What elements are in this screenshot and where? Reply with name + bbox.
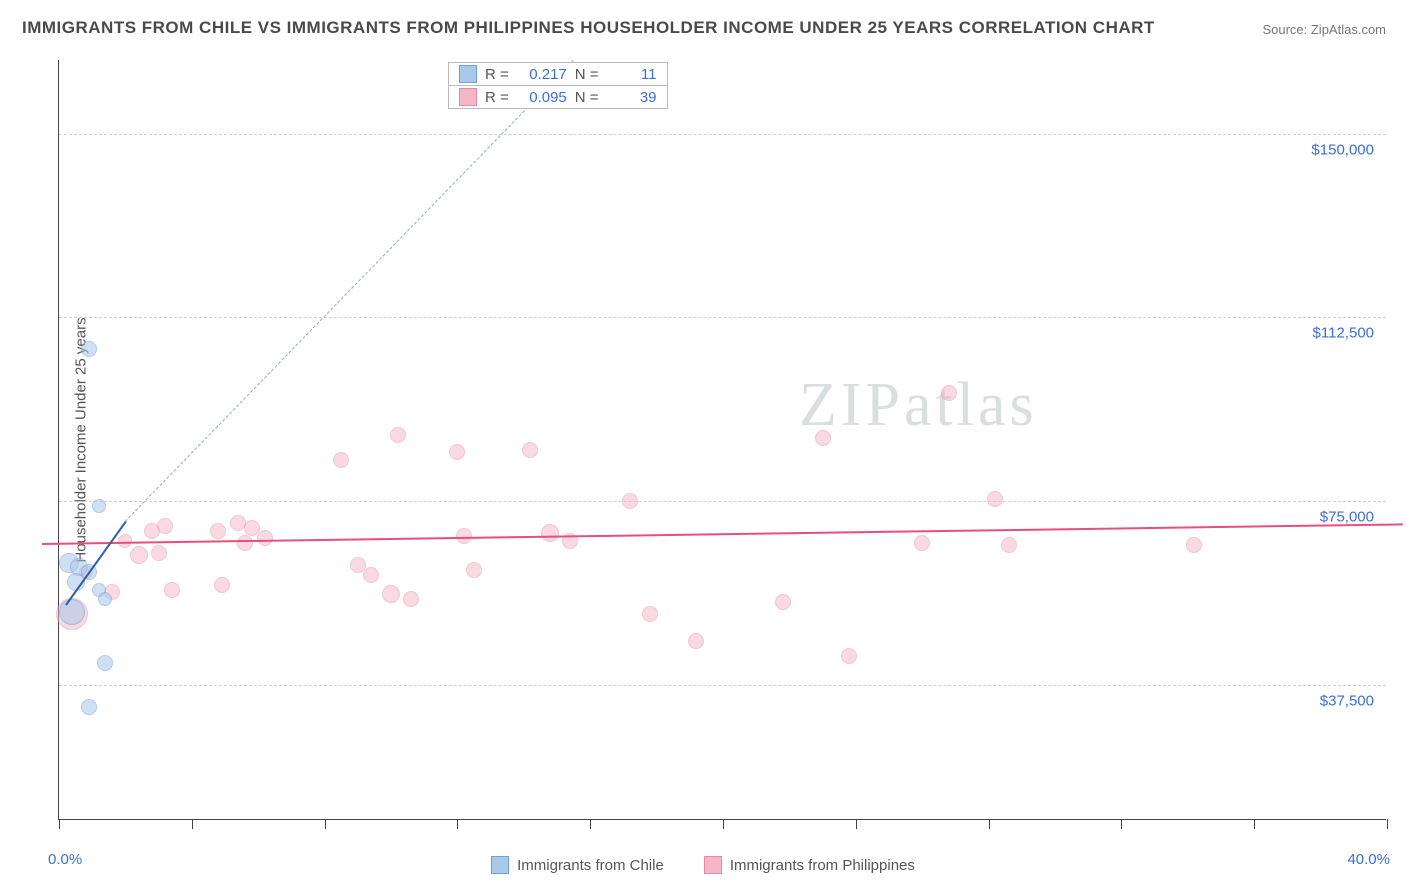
scatter-point	[466, 562, 482, 578]
stat-row: R = 0.217 N = 11	[449, 63, 667, 85]
stat-n-label: N =	[575, 66, 599, 83]
x-tick	[590, 819, 591, 829]
stats-box: R = 0.217 N = 11 R = 0.095 N = 39	[448, 62, 668, 109]
scatter-point	[403, 591, 419, 607]
scatter-point	[59, 599, 85, 625]
x-tick	[325, 819, 326, 829]
stat-n-value: 11	[607, 66, 657, 83]
stat-row: R = 0.095 N = 39	[449, 85, 667, 108]
scatter-point	[151, 545, 167, 561]
scatter-point	[622, 493, 638, 509]
legend-swatch	[491, 856, 509, 874]
scatter-point	[941, 385, 957, 401]
x-tick	[1254, 819, 1255, 829]
scatter-point	[81, 341, 97, 357]
trend-line-extrapolated	[125, 60, 574, 522]
scatter-point	[382, 585, 400, 603]
stat-r-label: R =	[485, 89, 509, 106]
plot-area: Householder Income Under 25 years ZIPatl…	[58, 60, 1386, 820]
bottom-legend: Immigrants from Chile Immigrants from Phi…	[0, 856, 1406, 874]
stat-r-value: 0.217	[517, 66, 567, 83]
scatter-point	[456, 528, 472, 544]
scatter-point	[688, 633, 704, 649]
scatter-point	[390, 427, 406, 443]
scatter-point	[1186, 537, 1202, 553]
scatter-point	[1001, 537, 1017, 553]
scatter-point	[449, 444, 465, 460]
scatter-point	[97, 655, 113, 671]
legend-item: Immigrants from Philippines	[704, 856, 915, 874]
x-tick	[59, 819, 60, 829]
scatter-point	[257, 530, 273, 546]
scatter-point	[541, 524, 559, 542]
scatter-point	[333, 452, 349, 468]
x-tick	[856, 819, 857, 829]
scatter-point	[81, 699, 97, 715]
stat-r-value: 0.095	[517, 89, 567, 106]
scatter-point	[914, 535, 930, 551]
x-tick	[989, 819, 990, 829]
x-tick	[1387, 819, 1388, 829]
legend-swatch	[704, 856, 722, 874]
scatter-point	[841, 648, 857, 664]
legend-label: Immigrants from Chile	[517, 857, 664, 874]
legend-item: Immigrants from Chile	[491, 856, 664, 874]
y-tick-label: $37,500	[1320, 693, 1374, 710]
y-tick-label: $150,000	[1311, 141, 1374, 158]
scatter-point	[775, 594, 791, 610]
gridline-h	[59, 685, 1386, 686]
scatter-point	[642, 606, 658, 622]
watermark: ZIPatlas	[799, 370, 1038, 441]
scatter-point	[157, 518, 173, 534]
scatter-point	[210, 523, 226, 539]
chart-title: IMMIGRANTS FROM CHILE VS IMMIGRANTS FROM…	[22, 18, 1155, 38]
scatter-point	[522, 442, 538, 458]
x-tick	[723, 819, 724, 829]
x-tick	[457, 819, 458, 829]
series-swatch	[459, 65, 477, 83]
scatter-point	[98, 592, 112, 606]
stat-r-label: R =	[485, 66, 509, 83]
gridline-h	[59, 134, 1386, 135]
scatter-point	[237, 535, 253, 551]
gridline-h	[59, 317, 1386, 318]
scatter-point	[118, 534, 132, 548]
scatter-point	[363, 567, 379, 583]
x-tick	[192, 819, 193, 829]
y-tick-label: $112,500	[1313, 325, 1374, 342]
scatter-point	[130, 546, 148, 564]
scatter-point	[987, 491, 1003, 507]
gridline-h	[59, 501, 1386, 502]
series-swatch	[459, 88, 477, 106]
scatter-point	[92, 499, 106, 513]
scatter-point	[164, 582, 180, 598]
scatter-point	[815, 430, 831, 446]
stat-n-label: N =	[575, 89, 599, 106]
stat-n-value: 39	[607, 89, 657, 106]
source-attribution: Source: ZipAtlas.com	[1262, 22, 1386, 37]
x-tick	[1121, 819, 1122, 829]
scatter-point	[214, 577, 230, 593]
legend-label: Immigrants from Philippines	[730, 857, 915, 874]
